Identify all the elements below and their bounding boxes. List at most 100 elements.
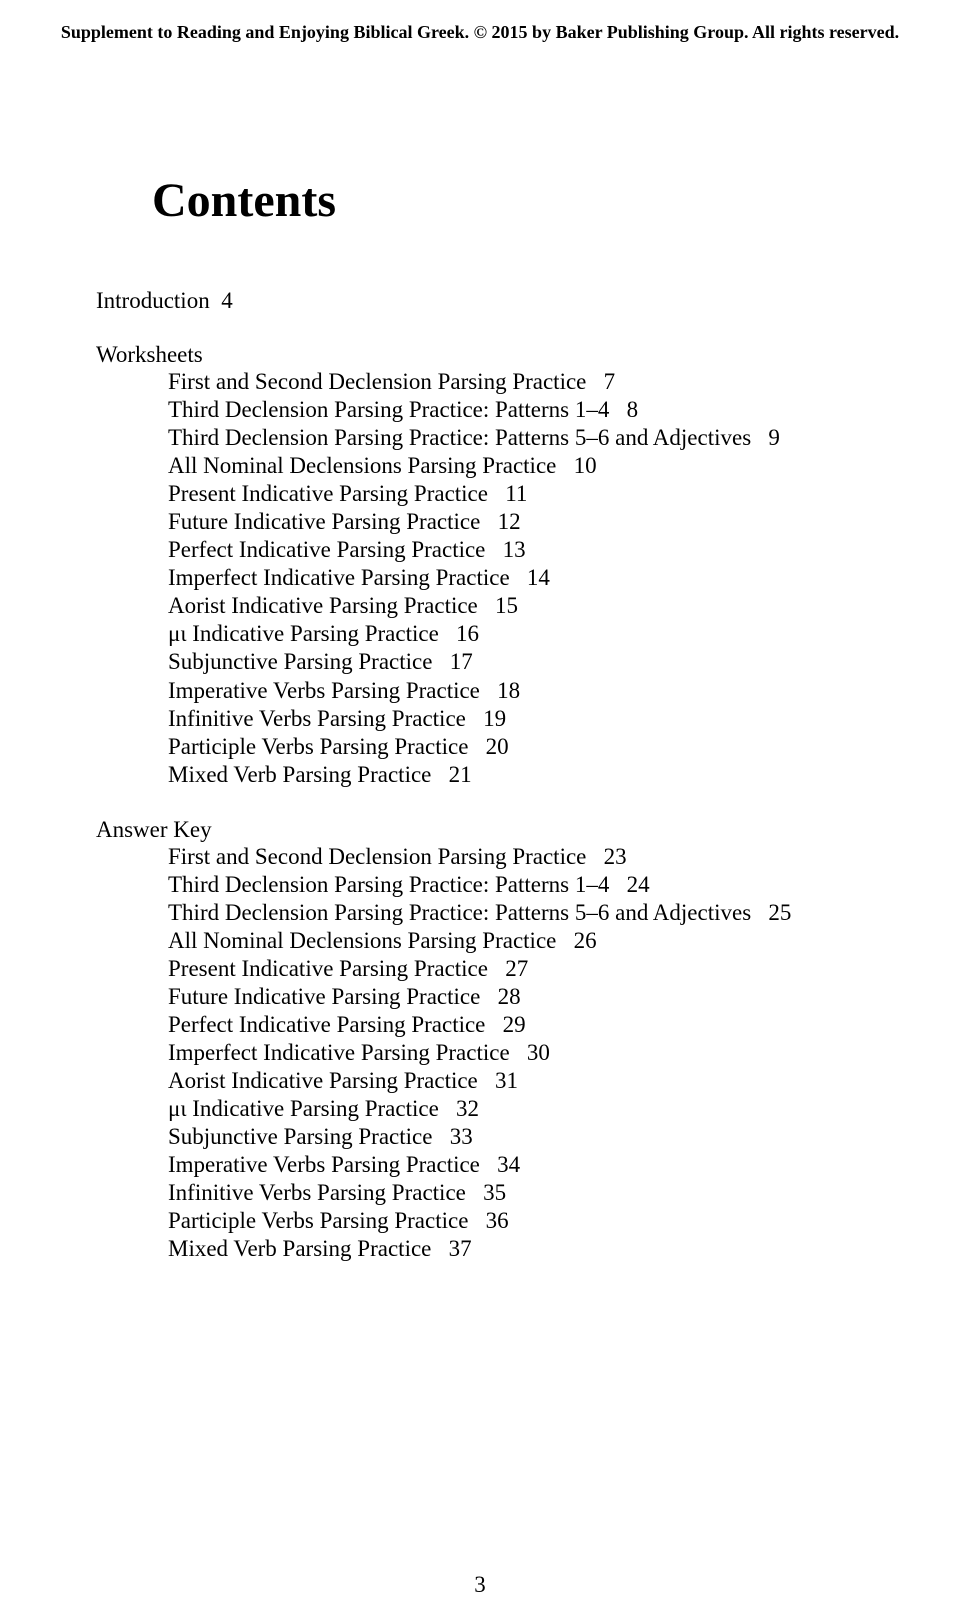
answerkey-label: Answer Key [96, 817, 900, 843]
worksheets-entry: μι Indicative Parsing Practice 16 [168, 620, 900, 648]
worksheets-entry-page: 21 [449, 762, 472, 787]
answerkey-entry-page: 28 [498, 984, 521, 1009]
worksheets-entry-label: Subjunctive Parsing Practice [168, 649, 432, 674]
answerkey-entry-label: Third Declension Parsing Practice: Patte… [168, 900, 751, 925]
worksheets-entry-page: 9 [768, 425, 780, 450]
worksheets-entry-page: 8 [627, 397, 639, 422]
answerkey-entry-label: Aorist Indicative Parsing Practice [168, 1068, 478, 1093]
worksheets-entry-page: 19 [483, 706, 506, 731]
answerkey-entry: μι Indicative Parsing Practice 32 [168, 1095, 900, 1123]
worksheets-entry-label: Third Declension Parsing Practice: Patte… [168, 425, 751, 450]
worksheets-list: First and Second Declension Parsing Prac… [168, 368, 900, 789]
answerkey-entry-page: 30 [527, 1040, 550, 1065]
worksheets-entry: Participle Verbs Parsing Practice 20 [168, 733, 900, 761]
answerkey-entry: Third Declension Parsing Practice: Patte… [168, 871, 900, 899]
worksheets-entry-page: 11 [505, 481, 527, 506]
page-number: 3 [0, 1572, 960, 1598]
answerkey-entry: Aorist Indicative Parsing Practice 31 [168, 1067, 900, 1095]
worksheets-entry: Perfect Indicative Parsing Practice 13 [168, 536, 900, 564]
worksheets-entry: All Nominal Declensions Parsing Practice… [168, 452, 900, 480]
answerkey-entry-page: 33 [450, 1124, 473, 1149]
answerkey-entry-label: Third Declension Parsing Practice: Patte… [168, 872, 609, 897]
worksheets-entry-label: Future Indicative Parsing Practice [168, 509, 480, 534]
answerkey-entry-label: Future Indicative Parsing Practice [168, 984, 480, 1009]
answerkey-entry-label: First and Second Declension Parsing Prac… [168, 844, 586, 869]
answerkey-entry-label: Imperfect Indicative Parsing Practice [168, 1040, 510, 1065]
answerkey-entry-page: 26 [574, 928, 597, 953]
worksheets-entry: Future Indicative Parsing Practice 12 [168, 508, 900, 536]
answerkey-entry-label: Subjunctive Parsing Practice [168, 1124, 432, 1149]
worksheets-entry-label: Imperative Verbs Parsing Practice [168, 678, 480, 703]
worksheets-entry-label: Participle Verbs Parsing Practice [168, 734, 468, 759]
worksheets-entry: Subjunctive Parsing Practice 17 [168, 648, 900, 676]
worksheets-entry-page: 14 [527, 565, 550, 590]
worksheets-entry: Third Declension Parsing Practice: Patte… [168, 424, 900, 452]
worksheets-entry-label: Third Declension Parsing Practice: Patte… [168, 397, 609, 422]
answerkey-entry-label: All Nominal Declensions Parsing Practice [168, 928, 556, 953]
worksheets-entry-page: 7 [604, 369, 616, 394]
worksheets-entry-label: Aorist Indicative Parsing Practice [168, 593, 478, 618]
answerkey-entry-label: Infinitive Verbs Parsing Practice [168, 1180, 466, 1205]
answerkey-list: First and Second Declension Parsing Prac… [168, 843, 900, 1264]
answerkey-entry: Third Declension Parsing Practice: Patte… [168, 899, 900, 927]
answerkey-entry: Mixed Verb Parsing Practice 37 [168, 1235, 900, 1263]
worksheets-entry-page: 16 [456, 621, 479, 646]
answerkey-entry: Imperfect Indicative Parsing Practice 30 [168, 1039, 900, 1067]
worksheets-entry-page: 13 [503, 537, 526, 562]
answerkey-entry: Infinitive Verbs Parsing Practice 35 [168, 1179, 900, 1207]
copyright-header: Supplement to Reading and Enjoying Bibli… [60, 22, 900, 43]
worksheets-entry: First and Second Declension Parsing Prac… [168, 368, 900, 396]
answerkey-entry: All Nominal Declensions Parsing Practice… [168, 927, 900, 955]
intro-page: 4 [221, 288, 233, 313]
worksheets-entry-page: 10 [574, 453, 597, 478]
answerkey-entry-label: Perfect Indicative Parsing Practice [168, 1012, 485, 1037]
answerkey-entry-page: 24 [627, 872, 650, 897]
answerkey-entry-page: 32 [456, 1096, 479, 1121]
worksheets-entry-label: Imperfect Indicative Parsing Practice [168, 565, 510, 590]
worksheets-label: Worksheets [96, 342, 900, 368]
worksheets-entry-label: Infinitive Verbs Parsing Practice [168, 706, 466, 731]
intro-entry: Introduction 4 [96, 288, 900, 314]
worksheets-entry: Third Declension Parsing Practice: Patte… [168, 396, 900, 424]
worksheets-entry-label: μι Indicative Parsing Practice [168, 621, 439, 646]
worksheets-entry: Present Indicative Parsing Practice 11 [168, 480, 900, 508]
worksheets-entry-page: 20 [486, 734, 509, 759]
worksheets-entry-label: Mixed Verb Parsing Practice [168, 762, 431, 787]
answerkey-entry-page: 23 [604, 844, 627, 869]
worksheets-entry-label: All Nominal Declensions Parsing Practice [168, 453, 556, 478]
answerkey-entry-page: 25 [768, 900, 791, 925]
intro-label: Introduction [96, 288, 210, 313]
worksheets-entry-page: 15 [495, 593, 518, 618]
answerkey-entry-label: Participle Verbs Parsing Practice [168, 1208, 468, 1233]
answerkey-entry-label: Mixed Verb Parsing Practice [168, 1236, 431, 1261]
answerkey-entry-label: Present Indicative Parsing Practice [168, 956, 488, 981]
worksheets-entry: Imperfect Indicative Parsing Practice 14 [168, 564, 900, 592]
worksheets-entry-label: First and Second Declension Parsing Prac… [168, 369, 586, 394]
answerkey-entry-label: Imperative Verbs Parsing Practice [168, 1152, 480, 1177]
worksheets-entry-page: 18 [497, 678, 520, 703]
worksheets-entry-label: Present Indicative Parsing Practice [168, 481, 488, 506]
answerkey-entry-label: μι Indicative Parsing Practice [168, 1096, 439, 1121]
document-page: Supplement to Reading and Enjoying Bibli… [0, 0, 960, 1624]
worksheets-entry: Infinitive Verbs Parsing Practice 19 [168, 705, 900, 733]
answerkey-entry: Perfect Indicative Parsing Practice 29 [168, 1011, 900, 1039]
answerkey-entry: First and Second Declension Parsing Prac… [168, 843, 900, 871]
worksheets-entry: Imperative Verbs Parsing Practice 18 [168, 677, 900, 705]
worksheets-entry-label: Perfect Indicative Parsing Practice [168, 537, 485, 562]
worksheets-entry: Aorist Indicative Parsing Practice 15 [168, 592, 900, 620]
answerkey-entry-page: 37 [449, 1236, 472, 1261]
answerkey-entry-page: 29 [503, 1012, 526, 1037]
answerkey-entry: Subjunctive Parsing Practice 33 [168, 1123, 900, 1151]
page-title: Contents [152, 173, 900, 228]
worksheets-entry: Mixed Verb Parsing Practice 21 [168, 761, 900, 789]
answerkey-entry-page: 35 [483, 1180, 506, 1205]
worksheets-entry-page: 17 [450, 649, 473, 674]
answerkey-entry: Participle Verbs Parsing Practice 36 [168, 1207, 900, 1235]
answerkey-entry-page: 27 [505, 956, 528, 981]
worksheets-entry-page: 12 [498, 509, 521, 534]
answerkey-entry-page: 36 [486, 1208, 509, 1233]
answerkey-entry-page: 31 [495, 1068, 518, 1093]
answerkey-entry: Future Indicative Parsing Practice 28 [168, 983, 900, 1011]
answerkey-entry: Imperative Verbs Parsing Practice 34 [168, 1151, 900, 1179]
answerkey-entry-page: 34 [497, 1152, 520, 1177]
